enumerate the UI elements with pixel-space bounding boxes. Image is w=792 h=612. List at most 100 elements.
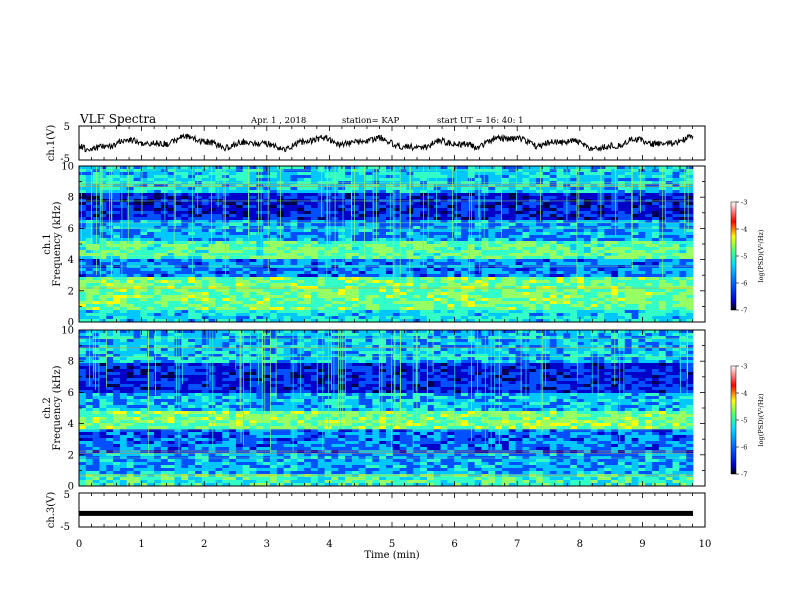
spectrogram-cell [542,292,551,296]
spectrogram-cell [188,184,196,188]
spectrogram-cell [577,292,585,296]
spectrogram-cell [474,232,482,236]
spectrogram-cell [577,187,585,191]
spectrogram-cell [686,262,694,266]
spectrogram-cell [672,169,680,173]
spectrogram-cell [467,289,476,293]
spectrogram-cell [106,295,114,299]
spectrogram-cell [270,217,278,221]
spectrogram-cell [317,247,325,251]
spectrogram-cell [154,241,162,245]
spectrogram-cell [249,193,257,197]
spectrogram-cell [652,295,660,299]
spectrogram-cell [611,223,619,227]
spectrogram-cell [522,235,530,239]
spectrogram-cell [194,319,203,323]
spectrogram-cell [426,262,435,266]
spectrogram-cell [577,214,585,218]
spectrogram-cell [119,298,128,302]
spectrogram-cell [283,178,291,182]
spectrogram-cell [583,286,592,290]
spectrogram-cell [147,301,155,305]
spectrogram-cell [358,244,366,248]
spectrogram-cell [154,184,162,188]
spectrogram-cell [160,277,169,281]
spectrogram-cell [345,310,353,314]
spectrogram-cell [263,196,271,200]
spectrogram-cell [283,238,291,242]
spectrogram-cell [133,166,141,170]
spectrogram-cell [147,271,155,275]
spectrogram-cell [160,211,169,215]
spectrogram-cell [529,223,537,227]
spectrogram-cell [283,169,291,173]
spectrogram-cell [665,319,673,323]
spectrogram-cell [276,280,285,284]
spectrogram-cell [413,193,421,197]
spectrogram-cell [133,259,141,263]
spectrogram-cell [604,256,612,260]
spectrogram-cell [154,232,162,236]
spectrogram-cell [563,295,571,299]
spectrogram-cell [488,274,496,278]
spectrogram-cell [549,235,557,239]
spectrogram-cell [556,190,564,194]
spectrogram-cell [672,211,680,215]
spectrogram-cell [372,271,380,275]
spectrogram-cell [201,262,210,266]
spectrogram-cell [79,280,87,284]
spectrogram-cell [488,289,496,293]
spectrogram-cell [297,313,305,317]
spectrogram-cell [276,256,285,260]
spectrogram-cell [249,313,257,317]
spectrogram-cell [270,190,278,194]
spectrogram-cell [372,283,380,287]
spectrogram-cell [256,202,264,206]
spectrogram-cell [481,274,489,278]
spectrogram-cell [624,298,632,302]
spectrogram-cell [399,220,407,224]
spectrogram-cell [290,175,298,179]
spectrogram-cell [611,277,619,281]
spectrogram-cell [304,286,312,290]
spectrogram-cell [79,256,87,260]
spectrogram-cell [508,175,517,179]
spectrogram-cell [283,217,291,221]
spectrogram-cell [556,250,564,254]
spectrogram-cell [249,214,257,218]
spectrogram-cell [658,304,667,308]
spectrogram-cell [358,184,366,188]
spectrogram-cell [304,307,312,311]
spectrogram-cell [481,280,489,284]
spectrogram-cell [297,196,305,200]
spectrogram-cell [577,220,585,224]
spectrogram-cell [167,190,175,194]
spectrogram-cell [106,259,114,263]
spectrogram-cell [119,304,128,308]
spectrogram-cell [570,301,578,305]
spectrogram-cell [433,235,441,239]
spectrogram-cell [372,235,380,239]
spectrogram-cell [358,250,366,254]
spectrogram-cell [426,223,435,227]
spectrogram-cell [583,238,592,242]
spectrogram-cell [181,298,189,302]
spectrogram-cell [215,223,223,227]
spectrogram-cell [392,283,401,287]
spectrogram-cell [447,217,455,221]
spectrogram-cell [126,217,134,221]
spectrogram-cell [577,247,585,251]
spectrogram-cell [536,319,544,323]
spectrogram-cell [522,310,530,314]
spectrogram-cell [174,298,182,302]
spectrogram-cell [433,268,441,272]
spectrogram-cell [549,262,557,266]
spectrogram-cell [617,250,626,254]
spectrogram-cell [474,241,482,245]
spectrogram-cell [433,319,441,323]
spectrogram-cell [249,190,257,194]
spectrogram-cell [181,277,189,281]
spectrogram-cell [461,235,469,239]
spectrogram-cell [638,202,646,206]
spectrogram-cell [208,217,216,221]
